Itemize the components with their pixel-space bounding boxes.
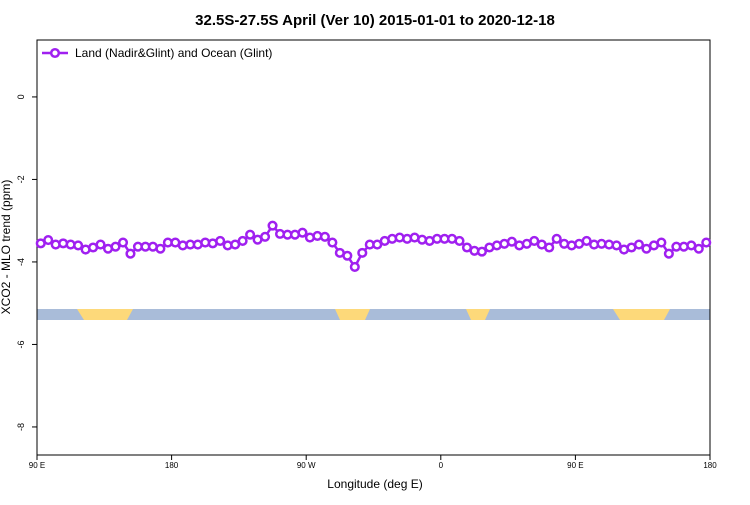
y-tick-label: -4 xyxy=(16,258,26,266)
data-point xyxy=(342,250,353,261)
data-point xyxy=(117,237,129,248)
data-point xyxy=(349,261,360,272)
data-point xyxy=(633,239,645,250)
data-point xyxy=(125,248,136,259)
land-patch xyxy=(335,309,370,320)
y-tick-label: -8 xyxy=(16,423,26,431)
data-point xyxy=(230,239,241,250)
y-tick-label: -2 xyxy=(16,175,26,183)
data-point xyxy=(73,240,84,251)
legend-marker xyxy=(49,47,61,59)
data-point xyxy=(529,235,540,246)
x-tick-label: 180 xyxy=(703,461,717,470)
data-point xyxy=(357,247,368,258)
x-tick-label: 90 W xyxy=(297,461,316,470)
legend-label: Land (Nadir&Glint) and Ocean (Glint) xyxy=(75,46,272,60)
data-point xyxy=(372,239,383,250)
data-point xyxy=(245,229,256,240)
data-point xyxy=(267,220,278,231)
y-tick-label: -6 xyxy=(16,340,26,348)
data-point xyxy=(663,248,674,259)
chart-title: 32.5S-27.5S April (Ver 10) 2015-01-01 to… xyxy=(195,12,555,29)
data-point xyxy=(297,227,308,238)
plot-frame xyxy=(36,39,711,456)
data-point xyxy=(476,246,487,257)
data-point xyxy=(544,242,555,253)
x-tick-label: 90 E xyxy=(567,461,583,470)
data-point xyxy=(454,235,465,246)
data-point xyxy=(215,235,226,246)
data-point xyxy=(155,243,166,254)
surface-strip xyxy=(37,309,710,320)
data-point xyxy=(611,240,622,251)
data-point xyxy=(506,236,517,247)
data-point xyxy=(693,243,704,254)
data-point xyxy=(237,235,248,246)
x-tick-label: 90 E xyxy=(29,461,45,470)
y-axis-title: XCO2 - MLO trend (ppm) xyxy=(0,180,13,315)
land-patch xyxy=(77,309,133,320)
data-point xyxy=(581,235,592,246)
ocean-strip xyxy=(37,309,710,320)
data-point xyxy=(656,237,667,248)
data-point xyxy=(701,237,712,248)
data-point xyxy=(43,235,54,246)
data-point xyxy=(260,231,271,242)
data-point xyxy=(551,233,562,244)
data-point xyxy=(327,237,338,248)
y-tick-label: 0 xyxy=(16,94,26,99)
data-point xyxy=(319,231,330,242)
x-tick-label: 0 xyxy=(439,461,444,470)
x-axis-title: Longitude (deg E) xyxy=(327,477,422,491)
x-tick-label: 180 xyxy=(165,461,179,470)
land-patch xyxy=(466,309,490,320)
land-patch xyxy=(613,309,670,320)
data-point xyxy=(110,241,121,252)
data-point xyxy=(95,239,106,250)
